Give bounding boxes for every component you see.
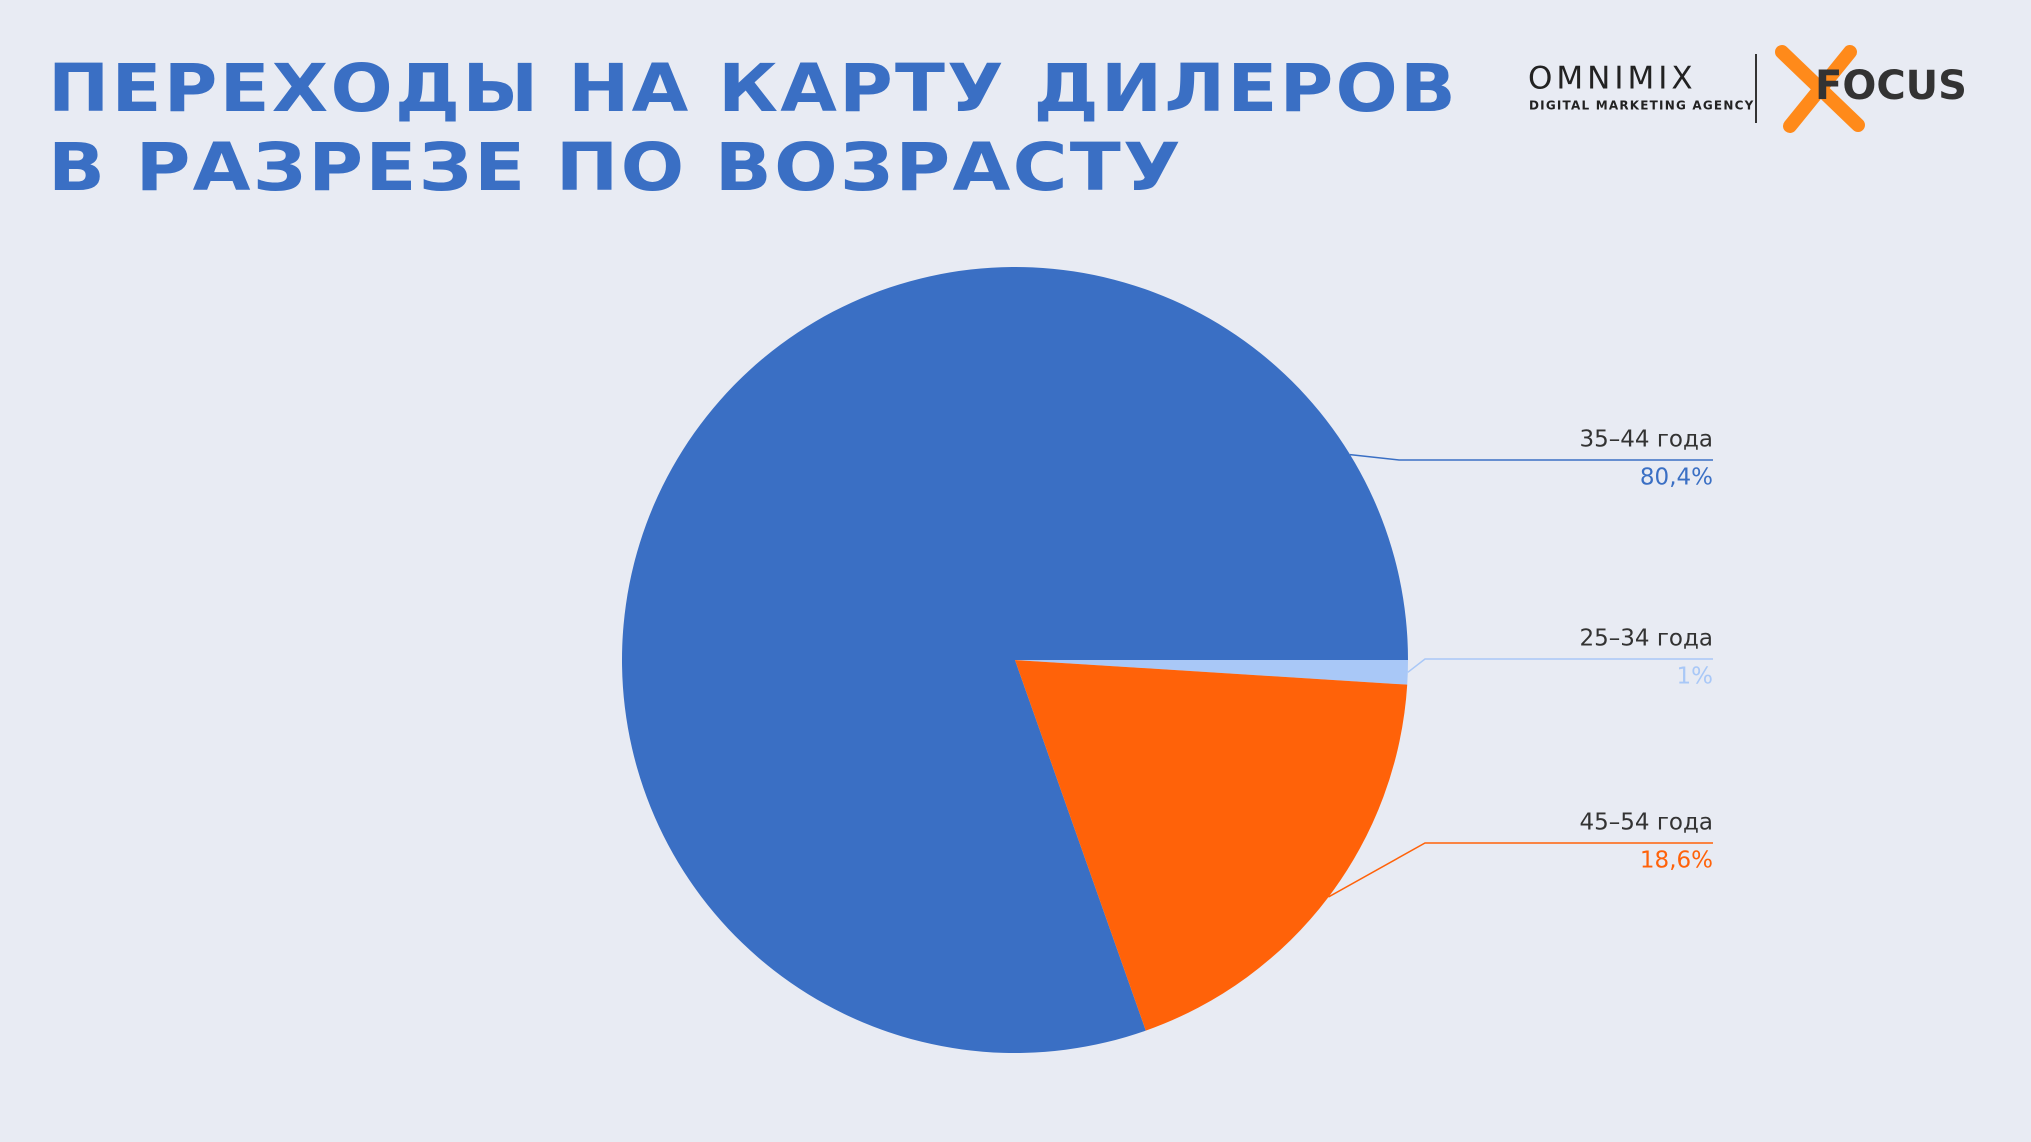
data-label: 80,4%	[1640, 465, 1713, 491]
logo-tagline: DIGITAL MARKETING AGENCY	[1529, 99, 1754, 113]
pie-slice	[621, 267, 1408, 1054]
data-label: 18,6%	[1640, 848, 1713, 874]
logo-x	[1775, 45, 1865, 133]
leader-line	[1349, 453, 1713, 461]
leader-line	[1328, 842, 1713, 898]
legend-label: 45–54 года	[1580, 810, 1714, 836]
logo-name: OMNIMIX	[1528, 61, 1697, 97]
chart-title: ПЕРЕХОДЫ НА КАРТУ ДИЛЕРОВ	[48, 50, 1458, 127]
chart-title: В РАЗРЕЗЕ ПО ВОЗРАСТУ	[48, 129, 1183, 206]
legend-label: 25–34 года	[1580, 626, 1714, 652]
logo: OMNIMIX DIGITAL MARKETING AGENCY FOCUS	[1528, 45, 1967, 133]
logo-partner: FOCUS	[1815, 63, 1967, 109]
pie-slice	[1015, 660, 1408, 1031]
data-label: 1%	[1677, 664, 1714, 690]
legend-label: 35–44 года	[1580, 427, 1714, 453]
pie-slice	[1015, 660, 1408, 685]
leader-line	[1407, 658, 1713, 673]
